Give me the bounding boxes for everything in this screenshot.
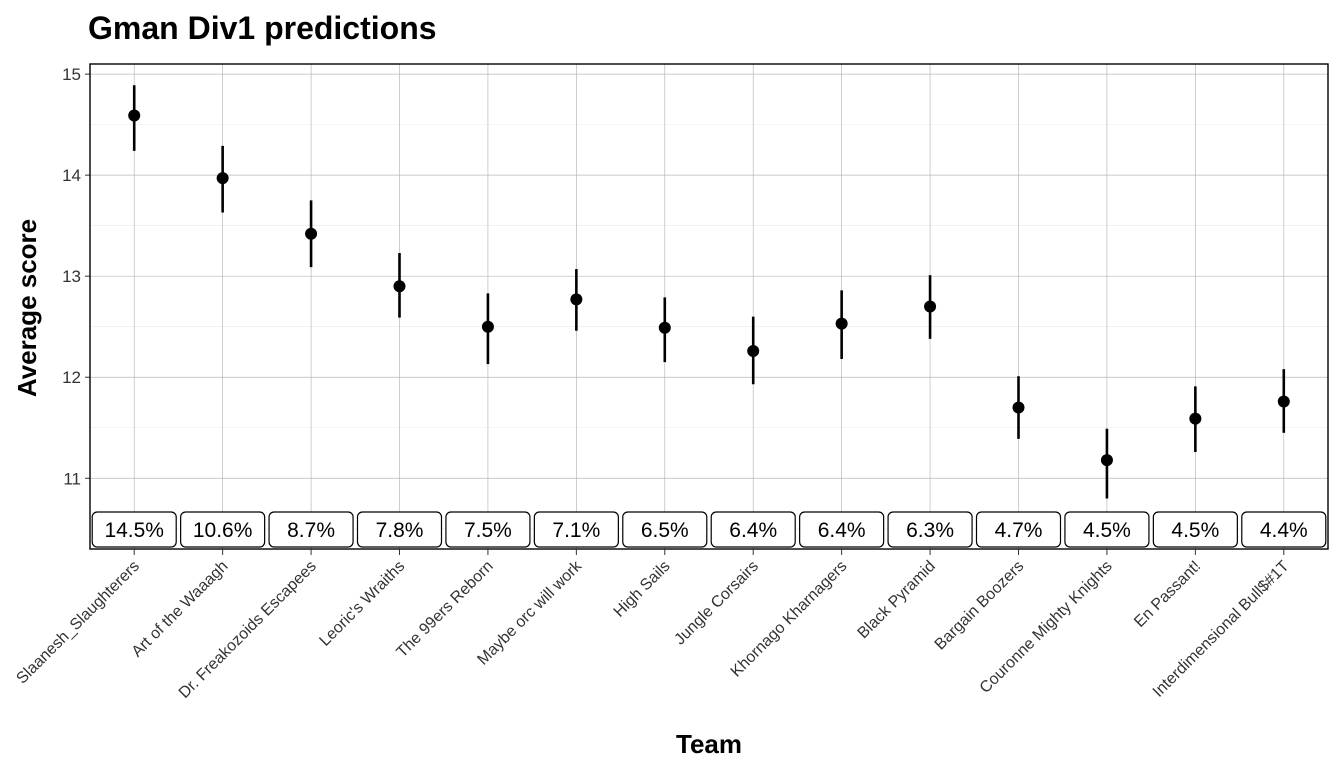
data-point bbox=[658, 321, 671, 334]
percent-label-box bbox=[1152, 511, 1238, 548]
percent-label-box bbox=[975, 511, 1062, 548]
data-point bbox=[393, 280, 406, 293]
x-tick-label: Slaanesh_Slaughterers bbox=[13, 558, 143, 688]
plot-border bbox=[89, 63, 1329, 550]
percent-label-box bbox=[887, 511, 973, 548]
x-tick-label: Leoric's Wraiths bbox=[316, 558, 408, 650]
x-tick-label: Jungle Corsairs bbox=[671, 558, 762, 649]
x-tick-label: En Passant! bbox=[1131, 558, 1204, 631]
chart-title: Gman Div1 predictions bbox=[88, 10, 437, 46]
percent-label: 4.4% bbox=[1260, 519, 1308, 542]
percent-label-box bbox=[799, 511, 885, 548]
percent-label-box bbox=[91, 511, 177, 548]
percent-label-box bbox=[180, 511, 266, 548]
y-tick-label: 11 bbox=[63, 469, 81, 488]
y-tick-label: 12 bbox=[62, 368, 81, 387]
y-tick-label: 14 bbox=[62, 166, 81, 185]
percent-label: 4.5% bbox=[1171, 519, 1219, 542]
plot-area: 11 12 13 14 15 14.5% 10.6% 8.7% 7.8% 7.5% 7.1% 6.5%… bbox=[13, 63, 1329, 702]
y-tick-label: 13 bbox=[62, 267, 81, 286]
x-tick-label: High Sails bbox=[611, 558, 674, 621]
percent-label: 7.8% bbox=[376, 519, 424, 542]
percent-label: 14.5% bbox=[104, 519, 164, 542]
y-axis-title: Average score bbox=[12, 219, 42, 397]
percent-label: 8.7% bbox=[287, 519, 335, 542]
percent-label-box bbox=[710, 511, 796, 548]
data-point bbox=[835, 317, 848, 330]
percent-label: 7.5% bbox=[464, 519, 512, 542]
plot-background bbox=[90, 64, 1328, 549]
data-point bbox=[305, 227, 318, 240]
x-tick-label: Bargain Boozers bbox=[932, 558, 1028, 654]
percent-label-box bbox=[356, 511, 443, 548]
percent-label-box bbox=[622, 511, 708, 548]
data-point bbox=[747, 344, 760, 357]
percent-label-box bbox=[268, 511, 354, 548]
percent-label: 7.1% bbox=[552, 519, 600, 542]
percent-label-box bbox=[1064, 511, 1150, 548]
percent-label: 4.7% bbox=[995, 519, 1043, 542]
percent-label-box bbox=[1241, 511, 1327, 548]
percent-label: 6.3% bbox=[906, 519, 954, 542]
data-point bbox=[924, 300, 937, 313]
data-point bbox=[1012, 401, 1025, 414]
percent-label-box bbox=[445, 511, 531, 548]
percent-label-box bbox=[533, 511, 619, 548]
data-point bbox=[128, 109, 141, 122]
percent-label: 6.4% bbox=[818, 519, 866, 542]
x-tick-label: Black Pyramid bbox=[855, 558, 939, 642]
x-axis-title: Team bbox=[676, 729, 742, 759]
data-point bbox=[1277, 395, 1290, 408]
data-point bbox=[481, 320, 494, 333]
data-point bbox=[1189, 412, 1202, 425]
x-tick-label: The 99ers Reborn bbox=[394, 558, 497, 661]
percent-label: 10.6% bbox=[193, 519, 253, 542]
percent-label: 6.5% bbox=[641, 519, 689, 542]
data-point bbox=[216, 172, 229, 185]
percent-label: 6.4% bbox=[729, 519, 777, 542]
percent-label: 4.5% bbox=[1083, 519, 1131, 542]
x-tick-label: Art of the Waaagh bbox=[129, 558, 232, 661]
data-point bbox=[570, 293, 583, 306]
data-point bbox=[1100, 454, 1113, 467]
y-tick-label: 15 bbox=[62, 65, 81, 84]
